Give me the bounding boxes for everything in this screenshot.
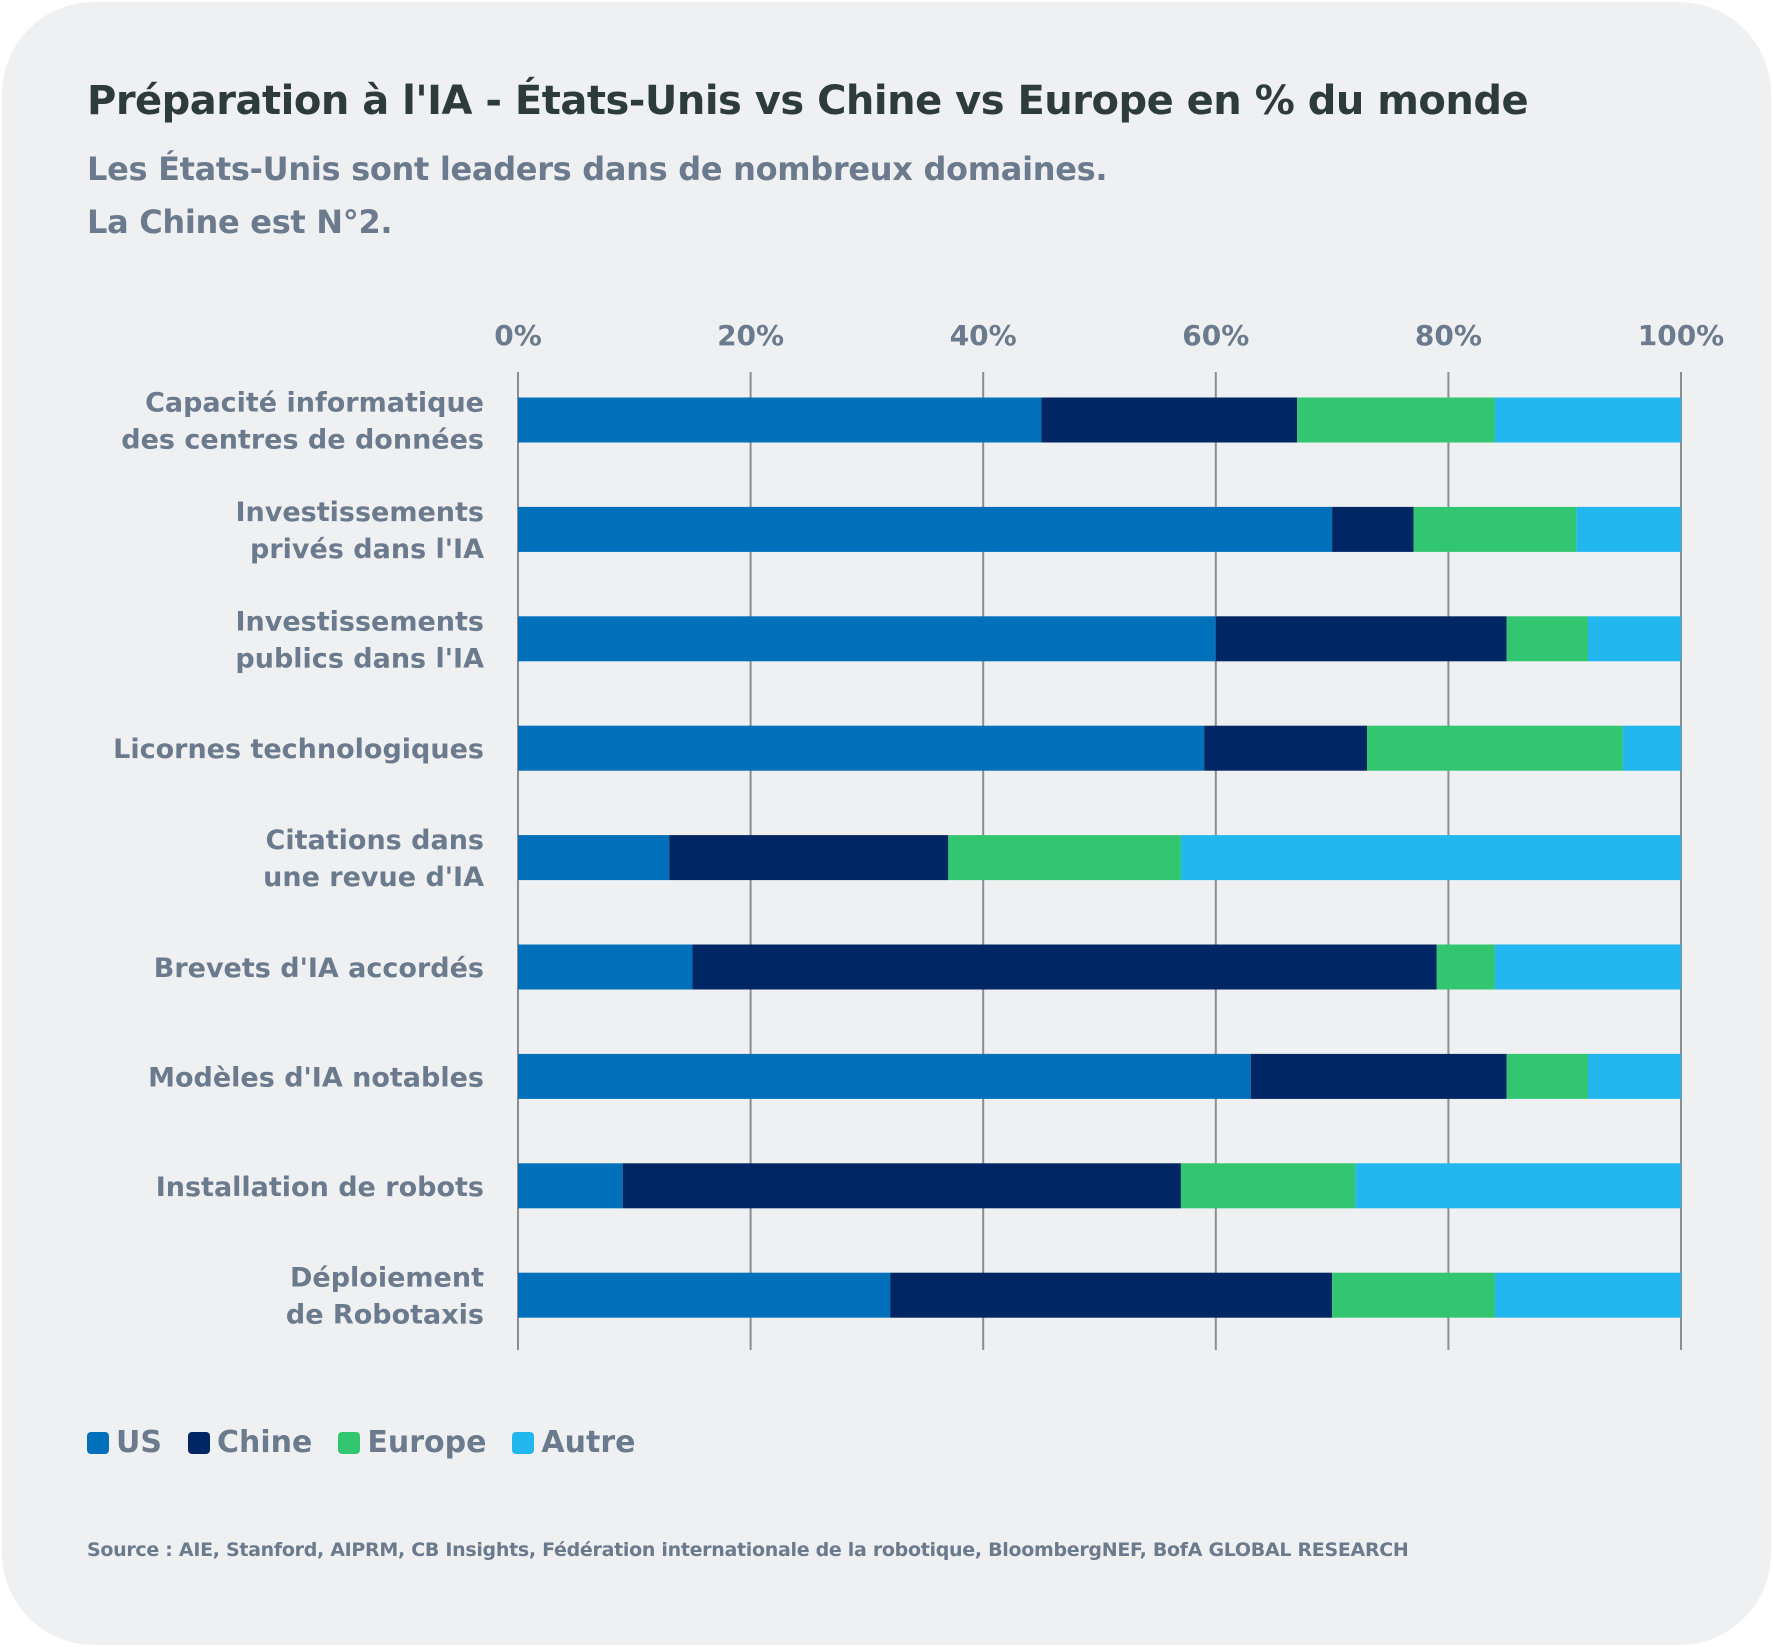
bar-autre-brevets-d-ia-accordes xyxy=(1494,944,1681,990)
legend-item-us: US xyxy=(87,1425,162,1460)
bar-us-licornes-technologiques xyxy=(518,725,1205,771)
bar-us-capacite-informatique-des-centres-de-donnees xyxy=(518,397,1042,443)
bars xyxy=(518,397,1681,1318)
legend-swatch-chine xyxy=(187,1431,210,1454)
legend-swatch-us xyxy=(87,1431,109,1454)
bar-europe-investissements-prives-dans-l-ia xyxy=(1413,506,1577,552)
bar-autre-citations-dans-une-revue-d-ia xyxy=(1180,835,1681,881)
bar-chine-citations-dans-une-revue-d-ia xyxy=(669,835,949,881)
legend-item-autre: Autre xyxy=(512,1425,635,1460)
category-label-installation-de-robots: Installation de robots xyxy=(156,1172,484,1203)
bar-autre-capacite-informatique-des-centres-de-donnees xyxy=(1494,397,1681,443)
bar-chine-investissements-publics-dans-l-ia xyxy=(1215,616,1507,662)
legend-swatch-autre xyxy=(512,1431,535,1454)
bar-us-installation-de-robots xyxy=(518,1163,623,1209)
legend-label-europe: Europe xyxy=(367,1425,487,1460)
bar-europe-modeles-d-ia-notables xyxy=(1506,1053,1588,1099)
bar-europe-licornes-technologiques xyxy=(1366,725,1623,771)
bar-chine-brevets-d-ia-accordes xyxy=(692,944,1437,990)
legend: US Chine Europe Autre xyxy=(87,1425,635,1460)
bar-chine-investissements-prives-dans-l-ia xyxy=(1332,506,1414,552)
category-label-modeles-d-ia-notables: Modèles d'IA notables xyxy=(148,1062,484,1093)
bar-chine-capacite-informatique-des-centres-de-donnees xyxy=(1041,397,1298,443)
bar-autre-installation-de-robots xyxy=(1355,1163,1681,1209)
bar-europe-brevets-d-ia-accordes xyxy=(1436,944,1495,990)
legend-item-chine: Chine xyxy=(187,1425,313,1460)
legend-label-us: US xyxy=(116,1425,162,1460)
bar-chine-licornes-technologiques xyxy=(1204,725,1367,771)
bar-europe-investissements-publics-dans-l-ia xyxy=(1506,616,1588,662)
bar-us-citations-dans-une-revue-d-ia xyxy=(518,835,670,881)
bar-us-brevets-d-ia-accordes xyxy=(518,944,693,990)
bar-us-investissements-publics-dans-l-ia xyxy=(518,616,1216,662)
category-label-capacite-informatique-des-centres-de-donnees: Capacité informatique des centres de donn… xyxy=(121,388,484,456)
bar-autre-licornes-technologiques xyxy=(1622,725,1681,771)
x-tick-label-40: 40% xyxy=(950,319,1017,352)
chart-subtitle-line-2: La Chine est N°2. xyxy=(87,203,393,241)
bar-autre-investissements-publics-dans-l-ia xyxy=(1587,616,1681,662)
bar-europe-capacite-informatique-des-centres-de-donnees xyxy=(1297,397,1495,443)
x-tick-label-60: 60% xyxy=(1182,319,1249,352)
bar-us-investissements-prives-dans-l-ia xyxy=(518,506,1333,552)
bar-chine-deploiement-de-robotaxis xyxy=(890,1272,1333,1318)
category-label-investissements-prives-dans-l-ia: Investissements privés dans l'IA xyxy=(235,497,484,565)
bar-autre-deploiement-de-robotaxis xyxy=(1494,1272,1681,1318)
bar-us-deploiement-de-robotaxis xyxy=(518,1272,891,1318)
bar-europe-installation-de-robots xyxy=(1180,1163,1356,1209)
x-tick-label-0: 0% xyxy=(494,319,542,352)
legend-label-autre: Autre xyxy=(541,1425,636,1460)
chart-subtitle-line-1: Les États-Unis sont leaders dans de nomb… xyxy=(87,150,1108,188)
x-tick-label-80: 80% xyxy=(1415,319,1482,352)
chart-title: Préparation à l'IA - États-Unis vs Chine… xyxy=(87,78,1529,124)
bar-europe-deploiement-de-robotaxis xyxy=(1332,1272,1495,1318)
x-tick-label-100: 100% xyxy=(1638,319,1725,352)
x-axis-tick-labels: 0% 20% 40% 60% 80% 100% xyxy=(494,319,1724,352)
category-label-licornes-technologiques: Licornes technologiques xyxy=(113,734,484,765)
bar-chine-installation-de-robots xyxy=(622,1163,1181,1209)
category-label-investissements-publics-dans-l-ia: Investissements publics dans l'IA xyxy=(235,606,484,674)
category-label-citations-dans-une-revue-d-ia: Citations dans une revue d'IA xyxy=(263,825,484,893)
x-tick-label-20: 20% xyxy=(717,319,784,352)
legend-item-europe: Europe xyxy=(338,1425,486,1460)
category-label-deploiement-de-robotaxis: Déploiement de Robotaxis xyxy=(286,1263,484,1331)
bar-us-modeles-d-ia-notables xyxy=(518,1053,1251,1099)
bar-autre-investissements-prives-dans-l-ia xyxy=(1576,506,1681,552)
legend-label-chine: Chine xyxy=(216,1425,313,1460)
category-label-brevets-d-ia-accordes: Brevets d'IA accordés xyxy=(154,953,484,984)
category-labels: Capacité informatique des centres de donn… xyxy=(113,388,484,1331)
bar-europe-citations-dans-une-revue-d-ia xyxy=(948,835,1181,881)
source-note: Source : AIE, Stanford, AIPRM, CB Insigh… xyxy=(87,1539,1409,1561)
bar-autre-modeles-d-ia-notables xyxy=(1587,1053,1681,1099)
legend-swatch-europe xyxy=(338,1431,361,1454)
bar-chine-modeles-d-ia-notables xyxy=(1250,1053,1507,1099)
